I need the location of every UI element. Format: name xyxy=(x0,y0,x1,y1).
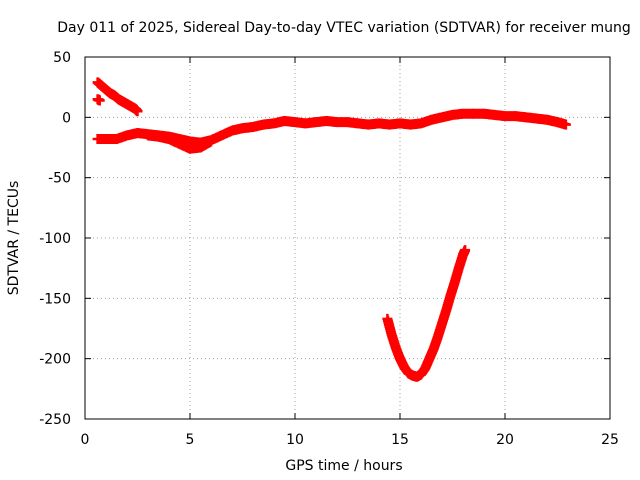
y-tick-labels: -250 -200 -150 -100 -50 0 50 xyxy=(39,50,71,428)
x-axis-label: GPS time / hours xyxy=(285,458,402,474)
x-tick-label: 25 xyxy=(601,432,619,448)
x-tick-labels: 0 5 10 15 20 25 xyxy=(81,432,619,448)
x-tick-label: 10 xyxy=(286,432,304,448)
y-tick-label: -200 xyxy=(39,352,71,368)
plot-frame xyxy=(84,56,611,420)
axis-ticks xyxy=(84,56,611,420)
x-tick-label: 0 xyxy=(81,432,90,448)
y-axis-label: SDTVAR / TECUs xyxy=(6,181,22,296)
data-point xyxy=(132,106,143,117)
series-early-low-branch xyxy=(143,130,216,154)
chart-title: Day 011 of 2025, Sidereal Day-to-day VTE… xyxy=(57,20,631,36)
series-main-track xyxy=(92,108,571,148)
data-point xyxy=(206,136,216,147)
y-tick-label: -250 xyxy=(39,412,71,428)
data-point xyxy=(460,245,471,256)
data-point xyxy=(560,119,571,130)
data-point xyxy=(94,95,105,106)
grid-lines xyxy=(85,57,610,419)
y-tick-label: 50 xyxy=(53,50,71,66)
data-points xyxy=(92,77,571,382)
y-tick-label: -50 xyxy=(48,171,71,187)
y-tick-label: -100 xyxy=(39,231,71,247)
series-afternoon-dip xyxy=(382,245,471,382)
x-tick-label: 15 xyxy=(391,432,409,448)
y-tick-label: -150 xyxy=(39,291,71,307)
series-early-descending-arc xyxy=(92,77,143,117)
series-early-short-segment xyxy=(92,94,105,106)
y-tick-label: 0 xyxy=(62,110,71,126)
x-tick-label: 5 xyxy=(186,432,195,448)
x-tick-label: 20 xyxy=(496,432,514,448)
